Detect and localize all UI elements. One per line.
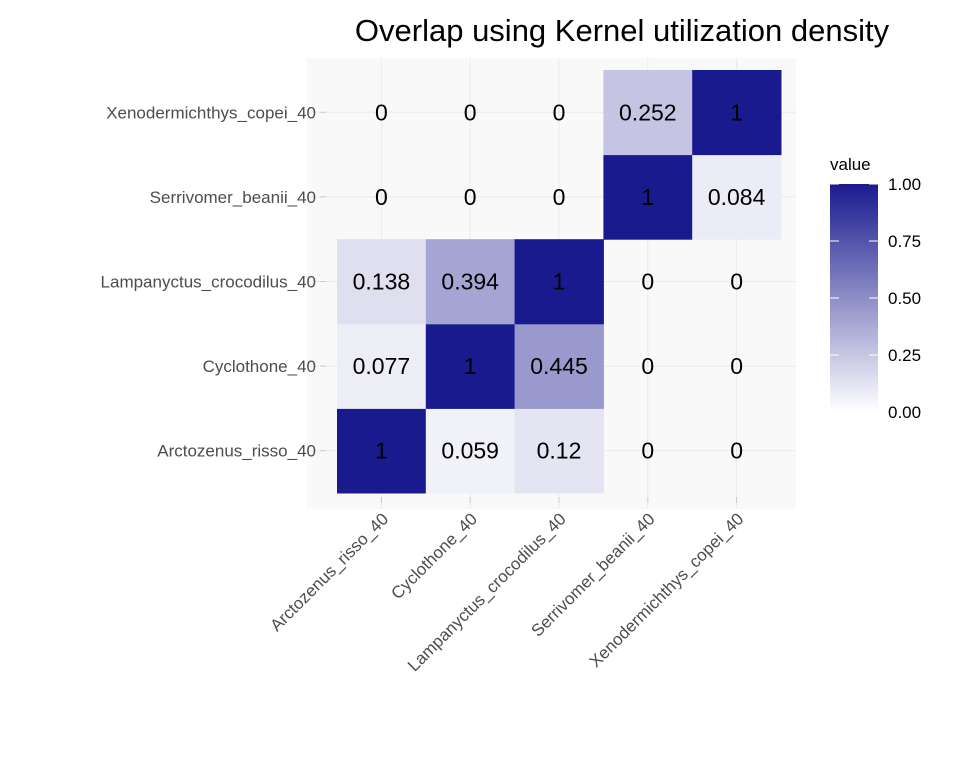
cell-value-label: 0.077 — [353, 353, 411, 379]
heatmap-cell — [692, 70, 782, 156]
cell-value-label: 0 — [730, 269, 743, 295]
legend-ticks: 0.00 0.25 0.50 0.75 1.00 — [830, 175, 921, 422]
cell-value-label: 0.12 — [537, 438, 582, 464]
legend-tick-label: 1.00 — [888, 175, 921, 194]
heatmap-cell — [603, 154, 693, 240]
x-tick-label: Cyclothone_40 — [387, 509, 481, 603]
chart-title: Overlap using Kernel utilization density — [355, 13, 890, 48]
x-tick-label: Lampanyctus_crocodilus_40 — [404, 509, 570, 675]
color-legend: value 0.00 0.25 0.50 0.75 1.00 — [830, 155, 921, 422]
legend-tick-label: 0.00 — [888, 403, 921, 422]
heatmap-cell — [425, 408, 516, 494]
y-tick-label: Arctozenus_risso_40 — [157, 442, 316, 461]
heatmap-cell — [692, 154, 782, 240]
heatmap-cell — [514, 239, 604, 325]
cell-value-label: 1 — [730, 99, 743, 125]
cell-value-label: 0.138 — [353, 269, 411, 295]
heatmap-cell — [603, 70, 693, 156]
cell-value-label: 0 — [641, 353, 654, 379]
cell-labels: 1 0.059 0.12 0 0 0.077 1 0.445 0 0 0.138 0.394 1 0 0 0 0… — [353, 99, 766, 463]
cell-value-label: 0 — [553, 99, 566, 125]
cell-value-label: 0 — [375, 99, 388, 125]
x-tick-label: Arctozenus_risso_40 — [267, 509, 393, 635]
legend-tick-label: 0.75 — [888, 232, 921, 251]
heatmap-cell — [425, 323, 516, 409]
legend-title: value — [830, 155, 871, 174]
heatmap-cell — [425, 239, 516, 325]
heatmap-cell — [337, 408, 427, 494]
y-tick-label: Lampanyctus_crocodilus_40 — [101, 273, 316, 292]
legend-tick-label: 0.50 — [888, 289, 921, 308]
cell-value-label: 0 — [464, 184, 477, 210]
heatmap-cell — [514, 408, 604, 494]
heatmap-cells — [337, 70, 782, 494]
x-tick-label: Xenodermichthys_copei_40 — [586, 509, 748, 671]
cell-value-label: 0.445 — [530, 353, 588, 379]
heatmap-cell — [337, 239, 427, 325]
heatmap-cell — [514, 323, 604, 409]
cell-value-label: 0 — [730, 353, 743, 379]
y-tick-label: Serrivomer_beanii_40 — [150, 188, 316, 207]
cell-value-label: 0 — [375, 184, 388, 210]
cell-value-label: 1 — [464, 353, 477, 379]
heatmap-cell — [337, 323, 427, 409]
cell-value-label: 0.394 — [441, 269, 499, 295]
cell-value-label: 0 — [464, 99, 477, 125]
cell-value-label: 0 — [641, 269, 654, 295]
cell-value-label: 0 — [641, 438, 654, 464]
cell-value-label: 0 — [730, 438, 743, 464]
y-tick-label: Cyclothone_40 — [203, 357, 316, 376]
x-axis: Arctozenus_risso_40Cyclothone_40Lampanyc… — [267, 497, 748, 675]
cell-value-label: 1 — [553, 269, 566, 295]
legend-tick-label: 0.25 — [888, 346, 921, 365]
cell-value-label: 0.084 — [708, 184, 766, 210]
cell-value-label: 0 — [553, 184, 566, 210]
y-tick-label: Xenodermichthys_copei_40 — [106, 103, 316, 122]
cell-value-label: 0.059 — [441, 438, 499, 464]
y-axis: Arctozenus_risso_40 Cyclothone_40 Lampanyc… — [101, 103, 326, 461]
cell-value-label: 1 — [641, 184, 654, 210]
cell-value-label: 0.252 — [619, 99, 677, 125]
cell-value-label: 1 — [375, 438, 388, 464]
